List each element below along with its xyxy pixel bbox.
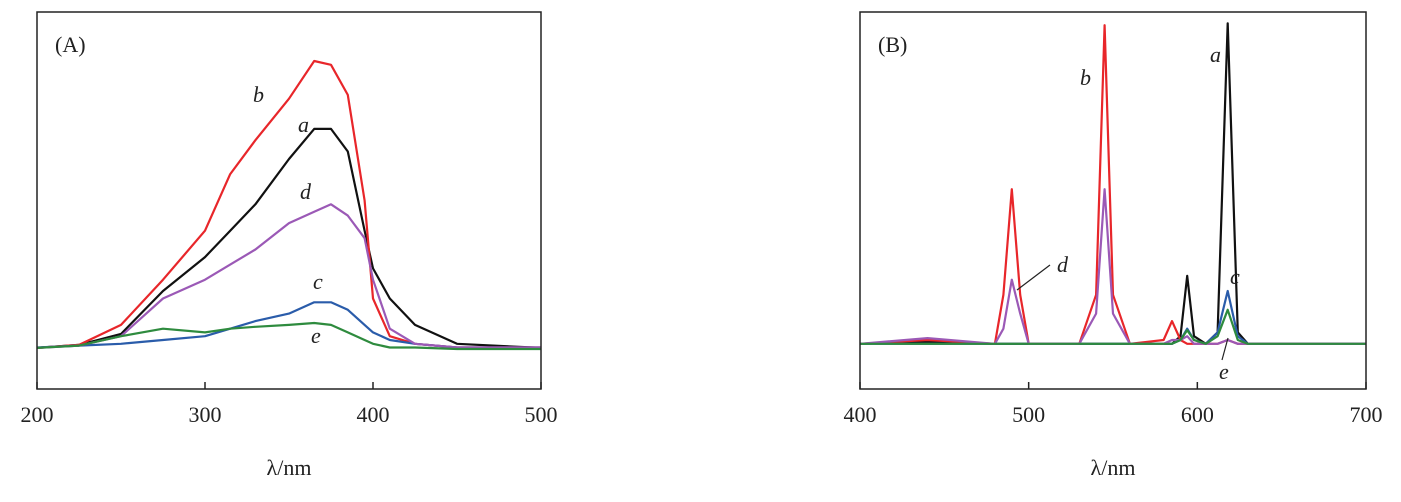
series-label: b: [253, 82, 264, 107]
series-label: e: [311, 323, 321, 348]
series-line: [36, 127, 542, 349]
series-line: [36, 321, 541, 351]
x-tick-label: 500: [1012, 402, 1045, 427]
series-line: [859, 24, 1366, 345]
leader-line: [1221, 337, 1229, 361]
series-label: a: [1210, 42, 1221, 67]
x-tick-label: 200: [21, 402, 54, 427]
series-line: [36, 301, 541, 349]
series-line: [36, 59, 541, 349]
x-tick-label: 500: [525, 402, 558, 427]
series-label: e: [1219, 359, 1229, 384]
x-tick-label: 700: [1350, 402, 1383, 427]
series-label: d: [1057, 252, 1069, 277]
x-tick-label: 400: [357, 402, 390, 427]
x-axis-label: λ/nm: [267, 455, 312, 480]
panel-label: (B): [878, 32, 907, 57]
series-line: [36, 203, 541, 349]
panel-label: (A): [55, 32, 86, 57]
series-label: b: [1080, 65, 1091, 90]
series-label: c: [313, 269, 323, 294]
x-tick-label: 400: [844, 402, 877, 427]
leader-line: [1016, 264, 1051, 291]
x-tick-label: 300: [189, 402, 222, 427]
series-label: a: [298, 112, 309, 137]
plot-frame: [36, 11, 542, 390]
x-tick-label: 600: [1181, 402, 1214, 427]
plot-frame: [859, 11, 1367, 390]
series-line: [860, 308, 1366, 345]
x-axis-label: λ/nm: [1091, 455, 1136, 480]
series-label: d: [300, 179, 312, 204]
series-label: c: [1230, 264, 1240, 289]
